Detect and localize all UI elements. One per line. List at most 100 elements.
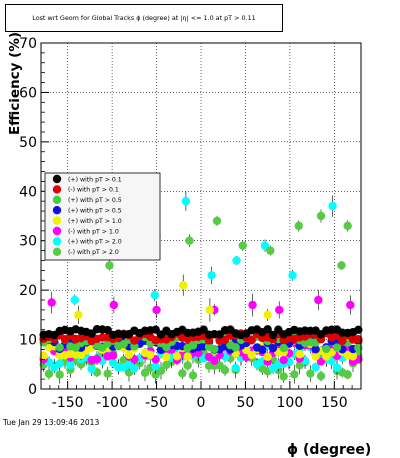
outlier-point xyxy=(150,290,159,300)
outlier-point xyxy=(316,211,326,221)
outlier-point xyxy=(314,295,323,305)
outlier-point xyxy=(181,196,191,206)
data-point xyxy=(354,343,363,353)
y-tick-label: 70 xyxy=(19,36,37,52)
outlier-point xyxy=(185,236,194,245)
legend-entry: (+) with pT > 0.5 xyxy=(68,197,122,204)
legend-entry: (-) with pT > 0.1 xyxy=(68,187,119,194)
data-point xyxy=(220,365,230,375)
legend: (+) with pT > 0.1 (-) with pT > 0.1 (+) wi… xyxy=(44,172,161,261)
outlier-point xyxy=(288,271,297,280)
outlier-point xyxy=(248,300,257,310)
data-point xyxy=(140,368,150,378)
axis-ticks: 0 10 20 30 40 50 60 70 -150 -100 -50 0 50 100 150 xyxy=(19,36,362,411)
data-point xyxy=(279,355,288,365)
data-point xyxy=(130,336,139,345)
legend-entry: (-) with pT > 1.0 xyxy=(68,228,119,235)
data-point xyxy=(290,370,299,379)
data-point xyxy=(199,325,208,334)
data-point xyxy=(231,343,240,352)
outlier-point xyxy=(74,310,83,320)
data-point xyxy=(178,369,187,378)
x-axis-label: ϕ (degree) xyxy=(287,442,372,458)
data-point xyxy=(268,343,278,353)
data-point xyxy=(316,357,326,366)
x-tick-label: 100 xyxy=(277,395,304,411)
data-point xyxy=(279,372,288,381)
data-point xyxy=(210,356,219,366)
chart-title: Lost wrt Geom for Global Tracks ϕ (degre… xyxy=(5,4,283,32)
data-point xyxy=(87,364,96,374)
data-point xyxy=(55,343,64,352)
data-point xyxy=(55,370,64,379)
data-point xyxy=(183,352,192,361)
data-point xyxy=(188,371,198,380)
data-point xyxy=(316,371,326,381)
data-point xyxy=(343,370,352,379)
legend-marker xyxy=(52,216,62,225)
data-point xyxy=(247,336,256,345)
data-point xyxy=(332,343,342,352)
data-point xyxy=(124,350,134,359)
legend-entry: (-) with pT > 2.0 xyxy=(68,249,119,256)
data-points xyxy=(39,191,363,384)
data-point xyxy=(188,341,198,350)
outlier-point xyxy=(260,241,270,250)
plot-svg: 0 10 20 30 40 50 60 70 -150 -100 -50 0 50 100 150 (+) … xyxy=(19,36,363,411)
outlier-point xyxy=(207,271,216,280)
x-tick-label: -50 xyxy=(145,395,168,411)
data-point xyxy=(151,325,160,334)
data-point xyxy=(279,343,288,353)
data-point xyxy=(103,325,112,335)
legend-marker xyxy=(52,195,62,204)
y-tick-label: 60 xyxy=(19,85,37,101)
data-point xyxy=(108,351,118,360)
x-tick-label: -100 xyxy=(96,395,128,411)
data-point xyxy=(162,352,171,362)
data-point xyxy=(311,352,320,361)
data-point xyxy=(231,363,240,373)
data-point xyxy=(172,352,182,361)
data-point xyxy=(247,350,256,360)
x-tick-label: 150 xyxy=(321,395,348,411)
y-tick-label: 0 xyxy=(28,382,37,398)
legend-marker xyxy=(52,185,62,194)
data-point xyxy=(354,325,363,335)
data-point xyxy=(183,361,192,370)
data-point xyxy=(263,325,272,334)
outlier-point xyxy=(205,305,215,315)
data-point xyxy=(268,330,278,340)
data-point xyxy=(66,360,75,370)
outlier-point xyxy=(238,241,247,250)
outlier-point xyxy=(105,261,114,270)
data-point xyxy=(44,369,54,378)
outlier-point xyxy=(232,256,241,265)
data-point xyxy=(39,351,48,360)
outlier-point xyxy=(343,221,352,231)
outlier-point xyxy=(346,300,355,310)
data-point xyxy=(322,344,331,354)
y-tick-label: 40 xyxy=(19,184,37,200)
data-point xyxy=(103,369,112,378)
x-tick-label: -150 xyxy=(52,395,84,411)
legend-entry: (+) with pT > 1.0 xyxy=(68,218,122,225)
timestamp: Tue Jan 29 13:09:46 2013 xyxy=(3,418,100,427)
outlier-point xyxy=(152,305,161,315)
outlier-point xyxy=(294,221,303,231)
y-tick-label: 30 xyxy=(19,234,37,250)
outlier-point xyxy=(263,310,272,320)
legend-marker xyxy=(52,226,62,236)
y-tick-label: 20 xyxy=(19,283,37,299)
y-axis-label: Efficiency (%) xyxy=(7,31,23,135)
outlier-point xyxy=(328,201,337,211)
outlier-point xyxy=(109,300,119,310)
data-point xyxy=(210,344,219,354)
data-point xyxy=(162,342,171,352)
legend-marker xyxy=(52,206,62,215)
outlier-point xyxy=(337,261,346,270)
data-point xyxy=(311,362,320,372)
data-point xyxy=(306,369,315,378)
y-tick-label: 50 xyxy=(19,135,37,151)
legend-entry: (+) with pT > 0.5 xyxy=(68,208,122,215)
legend-entry: (+) with pT > 2.0 xyxy=(68,239,122,246)
